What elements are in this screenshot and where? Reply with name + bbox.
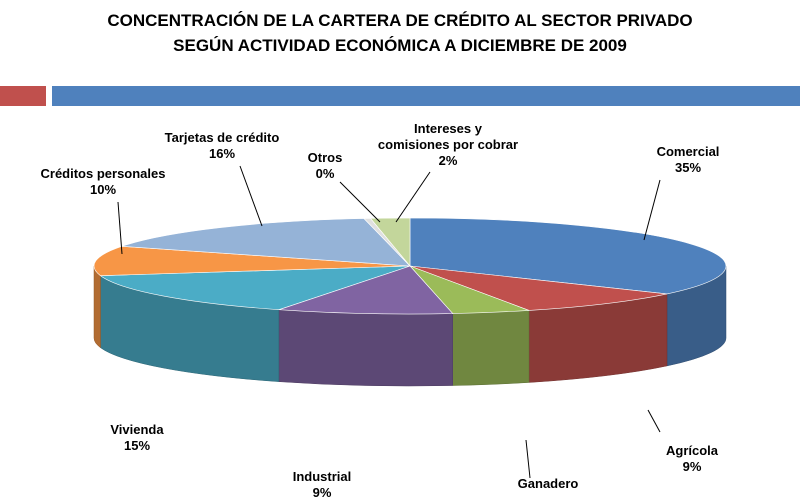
slice-industrial <box>278 265 454 315</box>
leader-line-1 <box>647 409 661 433</box>
leader-line-7 <box>339 181 381 223</box>
chart-title: CONCENTRACIÓN DE LA CARTERA DE CRÉDITO A… <box>0 8 800 58</box>
label-leaders <box>117 165 661 479</box>
data-label-1: Agrícola 9% <box>666 443 719 474</box>
slice-agr-cola <box>409 265 668 311</box>
pie-sides <box>93 265 727 387</box>
slice-comercial <box>409 217 727 295</box>
accent-bar-blue <box>52 86 800 106</box>
data-label-0: Comercial 35% <box>657 144 720 175</box>
data-label-6: Tarjetas de crédito 16% <box>165 130 280 161</box>
data-label-8: Intereses y comisiones por cobrar 2% <box>378 121 518 168</box>
data-label-4: Vivienda 15% <box>110 422 164 453</box>
title-line-1: CONCENTRACIÓN DE LA CARTERA DE CRÉDITO A… <box>107 11 693 30</box>
pie-tops <box>93 217 727 315</box>
title-line-2: SEGÚN ACTIVIDAD ECONÓMICA A DICIEMBRE DE… <box>173 36 627 55</box>
leader-line-8 <box>395 171 431 223</box>
data-label-2: Ganadero <box>518 476 579 491</box>
slice-labels: Comercial 35% Agrícola 9% Ganadero Industrial… <box>41 121 720 500</box>
leader-line-0 <box>643 179 661 241</box>
leader-line-5 <box>117 201 123 255</box>
slice-tarjetas-de-cr-dito <box>121 218 411 267</box>
accent-bar-red <box>0 86 46 106</box>
data-label-5: Créditos personales 10% <box>41 166 166 197</box>
slice-cr-ditos-personales <box>93 246 411 277</box>
slice-side-2 <box>452 310 530 386</box>
slice-intereses-y-comisiones-por-cobrar <box>369 217 411 267</box>
data-label-3: Industrial 9% <box>293 469 352 500</box>
slice-side-3 <box>278 309 453 387</box>
slice-vivienda <box>99 265 411 310</box>
slice-side-5 <box>93 265 101 349</box>
leader-line-2 <box>525 439 531 479</box>
data-label-7: Otros 0% <box>308 150 343 181</box>
leader-line-6 <box>239 165 263 227</box>
